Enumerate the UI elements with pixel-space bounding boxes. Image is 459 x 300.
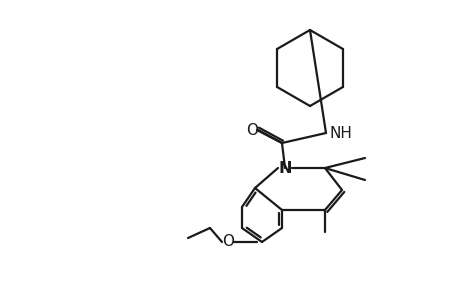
- Text: N: N: [278, 160, 291, 175]
- Text: O: O: [246, 122, 257, 137]
- Text: O: O: [222, 235, 234, 250]
- Text: NH: NH: [329, 125, 352, 140]
